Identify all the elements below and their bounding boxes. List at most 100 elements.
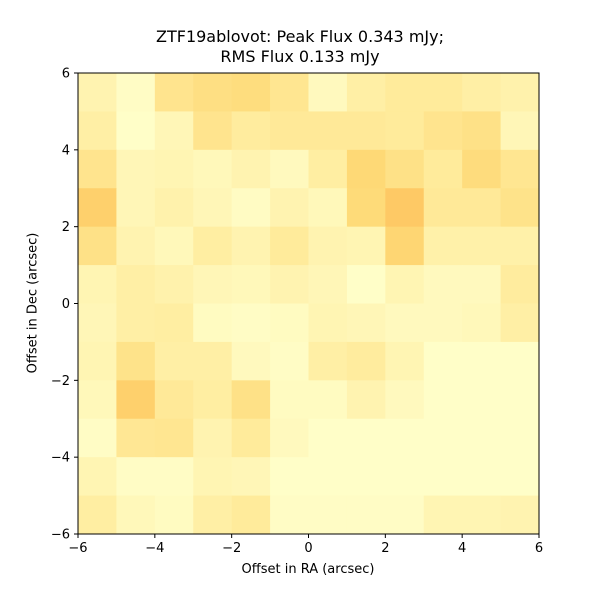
heatmap-cell: [116, 226, 156, 266]
heatmap-cell: [423, 418, 463, 458]
heatmap-cell: [423, 111, 463, 151]
heatmap-cell: [500, 418, 540, 458]
heatmap-cell: [462, 495, 502, 535]
heatmap-cell: [231, 265, 271, 304]
heatmap-cell: [154, 495, 194, 535]
heatmap-cell: [270, 149, 309, 189]
heatmap-cell: [423, 265, 463, 304]
y-axis-label: Offset in Dec (arcsec): [25, 232, 41, 374]
heatmap-cell: [346, 265, 386, 304]
heatmap-cell: [193, 457, 233, 497]
heatmap-cell: [308, 380, 348, 420]
heatmap-cell: [500, 265, 540, 304]
heatmap-cell: [385, 226, 425, 266]
heatmap-cell: [154, 303, 194, 343]
heatmap-cell: [270, 188, 309, 228]
heatmap-cell: [346, 418, 386, 458]
heatmap-cell: [231, 188, 271, 228]
heatmap-cell: [270, 341, 309, 381]
heatmap-cell: [500, 73, 540, 112]
plot-frame: [77, 72, 540, 535]
x-tick-label: 6: [535, 541, 543, 556]
heatmap-cell: [423, 188, 463, 228]
heatmap-cell: [78, 265, 117, 304]
heatmap-cell: [346, 380, 386, 420]
heatmap-cell: [116, 265, 156, 304]
heatmap-cell: [385, 418, 425, 458]
heatmap-cell: [500, 188, 540, 228]
heatmap-cell: [78, 149, 117, 189]
heatmap-cell: [385, 457, 425, 497]
x-tick-label: 0: [304, 541, 312, 556]
heatmap-cell: [423, 495, 463, 535]
heatmap-cell: [116, 188, 156, 228]
heatmap-cell: [78, 495, 117, 535]
heatmap-cell: [116, 111, 156, 151]
heatmap-cell: [423, 457, 463, 497]
heatmap-cell: [308, 111, 348, 151]
heatmap-cell: [193, 226, 233, 266]
x-tick-label: 4: [458, 541, 466, 556]
heatmap-cell: [78, 303, 117, 343]
heatmap-cell: [231, 380, 271, 420]
heatmap-cell: [308, 418, 348, 458]
heatmap-cell: [231, 495, 271, 535]
heatmap-cell: [462, 111, 502, 151]
heatmap-cell: [385, 188, 425, 228]
heatmap-cell: [423, 303, 463, 343]
heatmap-cell: [270, 265, 309, 304]
heatmap-cell: [154, 380, 194, 420]
x-tick-label: −6: [68, 541, 87, 556]
heatmap-cell: [78, 341, 117, 381]
heatmap-cells: [78, 73, 540, 535]
heatmap-cell: [308, 265, 348, 304]
heatmap-cell: [423, 73, 463, 112]
heatmap-cell: [193, 341, 233, 381]
heatmap-cell: [500, 380, 540, 420]
heatmap-cell: [231, 149, 271, 189]
heatmap-cell: [385, 303, 425, 343]
heatmap-cell: [231, 457, 271, 497]
heatmap-cell: [385, 265, 425, 304]
heatmap-cell: [346, 457, 386, 497]
x-tick-label: −4: [145, 541, 164, 556]
heatmap-cell: [116, 73, 156, 112]
heatmap-cell: [78, 73, 117, 112]
heatmap-cell: [270, 303, 309, 343]
heatmap-cell: [154, 265, 194, 304]
heatmap-cell: [423, 341, 463, 381]
heatmap-cell: [193, 188, 233, 228]
heatmap-cell: [270, 457, 309, 497]
heatmap-cell: [193, 380, 233, 420]
heatmap-cell: [154, 457, 194, 497]
heatmap-cell: [78, 188, 117, 228]
heatmap-cell: [270, 111, 309, 151]
heatmap-cell: [500, 149, 540, 189]
heatmap-cell: [231, 418, 271, 458]
heatmap-cell: [423, 226, 463, 266]
heatmap-cell: [462, 303, 502, 343]
heatmap-cell: [78, 418, 117, 458]
x-tick-label: −2: [222, 541, 241, 556]
heatmap-cell: [346, 111, 386, 151]
chart-subtitle: RMS Flux 0.133 mJy: [220, 47, 380, 66]
y-tick-label: 6: [62, 67, 70, 82]
heatmap-cell: [270, 380, 309, 420]
heatmap-cell: [193, 495, 233, 535]
heatmap-cell: [231, 226, 271, 266]
heatmap-cell: [193, 418, 233, 458]
heatmap-cell: [78, 111, 117, 151]
heatmap-cell: [462, 418, 502, 458]
axis-ticks: −6 −4 −2 0 2 4 6 −6 −4 −2 0 2 4 6: [51, 67, 543, 557]
heatmap-cell: [270, 226, 309, 266]
heatmap-cell: [193, 73, 233, 112]
heatmap-cell: [116, 495, 156, 535]
heatmap-cell: [308, 303, 348, 343]
heatmap-cell: [346, 341, 386, 381]
heatmap-cell: [193, 265, 233, 304]
heatmap-cell: [154, 188, 194, 228]
heatmap-cell: [231, 73, 271, 112]
heatmap-cell: [462, 380, 502, 420]
heatmap-cell: [308, 73, 348, 112]
